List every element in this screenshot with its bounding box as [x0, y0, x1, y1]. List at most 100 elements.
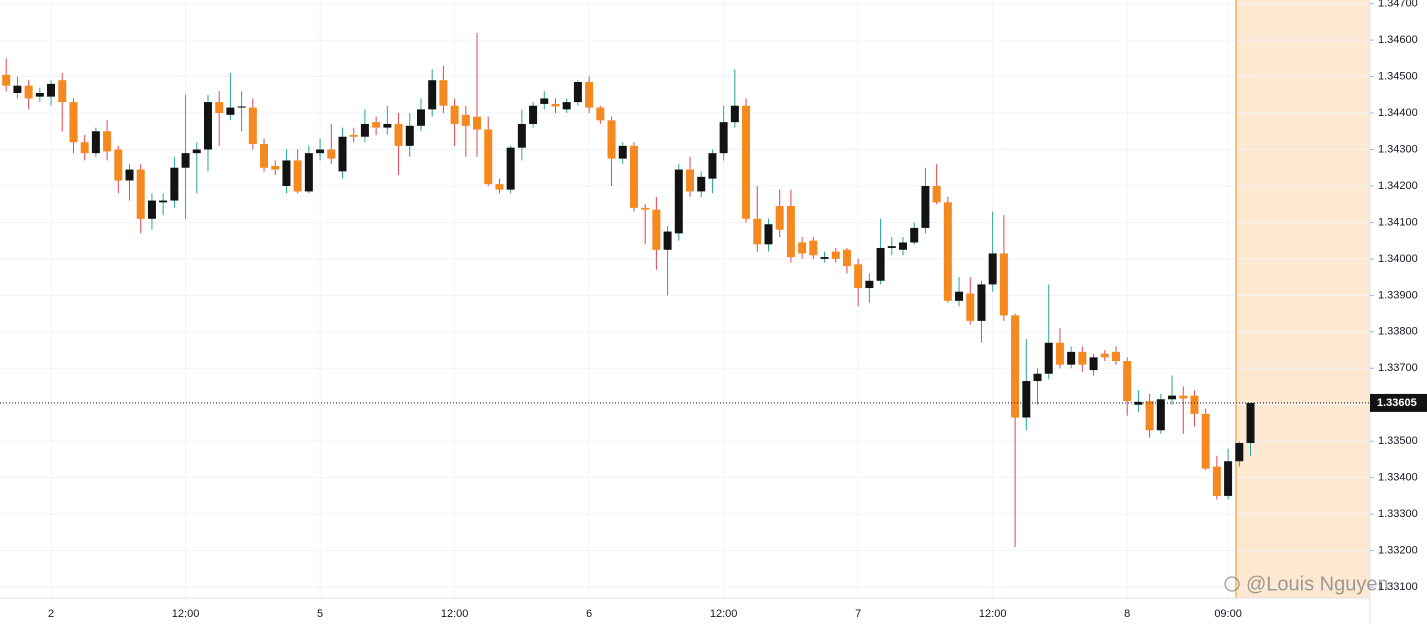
candle-body: [1190, 395, 1199, 414]
candle-body: [753, 218, 762, 245]
candle-body: [517, 123, 526, 148]
candle-body: [170, 167, 179, 201]
candle-body: [13, 85, 22, 93]
x-tick-label: 09:00: [1214, 608, 1242, 620]
y-tick-label: 1.34600: [1378, 34, 1418, 46]
y-tick-label: 1.34500: [1378, 70, 1418, 82]
candle-body: [428, 80, 437, 110]
x-tick-label: 8: [1124, 608, 1130, 620]
candle-body: [708, 153, 717, 179]
candle-body: [674, 169, 683, 234]
candle-body: [686, 169, 695, 192]
candle-body: [596, 107, 605, 121]
candle-body: [1201, 413, 1210, 469]
candle-body: [1134, 401, 1143, 405]
grid: [0, 0, 1370, 598]
candle-body: [1212, 466, 1221, 496]
candle-body: [629, 145, 638, 208]
candle-body: [327, 149, 336, 159]
x-tick-label: 12:00: [172, 608, 200, 620]
candle-body: [1011, 315, 1020, 418]
watermark: @Louis Nguyen: [1246, 573, 1389, 595]
candle-body: [798, 242, 807, 254]
candle-body: [652, 209, 661, 250]
candle-body: [405, 125, 414, 146]
candle-body: [809, 240, 818, 256]
candle-body: [562, 102, 571, 110]
candle-body: [136, 169, 145, 219]
candle-body: [349, 134, 358, 137]
candle-body: [551, 103, 560, 107]
candle-body: [316, 149, 325, 154]
candle-body: [988, 253, 997, 285]
candle-body: [1111, 351, 1120, 361]
last-price-box: [1370, 393, 1427, 412]
y-tick-label: 1.33900: [1378, 289, 1418, 301]
candle-body: [865, 280, 874, 289]
candle-body: [966, 293, 975, 321]
y-tick-label: 1.34100: [1378, 216, 1418, 228]
candle-body: [618, 145, 627, 159]
candle-body: [1224, 461, 1233, 496]
session-highlight: [1236, 0, 1370, 598]
candle-body: [282, 160, 291, 186]
candle-body: [697, 176, 706, 192]
x-tick-label: 12:00: [710, 608, 738, 620]
candle-body: [876, 247, 885, 281]
candle-body: [159, 200, 168, 203]
last-price-label: 1.33605: [1377, 397, 1417, 409]
y-tick-label: 1.33100: [1378, 581, 1418, 593]
x-tick-label: 12:00: [441, 608, 469, 620]
candle-body: [58, 80, 67, 103]
candle-body: [921, 185, 930, 228]
y-tick-label: 1.33800: [1378, 326, 1418, 338]
candle-body: [1033, 373, 1042, 382]
candle-body: [820, 257, 829, 259]
candle-body: [742, 105, 751, 219]
candle-body: [2, 74, 11, 86]
candle-body: [663, 231, 672, 250]
candle-body: [114, 149, 123, 181]
candle-body: [372, 122, 381, 128]
x-tick-label: 7: [855, 608, 861, 620]
candle-body: [910, 227, 919, 243]
candle-body: [416, 109, 425, 126]
candle-body: [573, 82, 582, 103]
candle-body: [529, 105, 538, 124]
candle-body: [304, 153, 313, 192]
candle-body: [1246, 402, 1255, 444]
candle-body: [1078, 351, 1087, 365]
y-tick-label: 1.33400: [1378, 472, 1418, 484]
candle-body: [1168, 395, 1177, 400]
candle-body: [506, 147, 515, 190]
candle-body: [831, 251, 840, 259]
y-tick-label: 1.33700: [1378, 362, 1418, 374]
candle-body: [1022, 381, 1031, 418]
candle-body: [237, 106, 246, 108]
candle-body: [775, 206, 784, 230]
candle-body: [383, 123, 392, 128]
y-tick-label: 1.33200: [1378, 545, 1418, 557]
candle-body: [887, 246, 896, 248]
candle-body: [943, 202, 952, 301]
candle-body: [730, 105, 739, 123]
y-tick-label: 1.34200: [1378, 180, 1418, 192]
candle-body: [955, 291, 964, 301]
candle-body: [607, 120, 616, 159]
candle-body: [80, 142, 89, 154]
candle-body: [394, 123, 403, 146]
candle-body: [999, 253, 1008, 316]
candle-body: [899, 242, 907, 250]
candle-body: [203, 102, 212, 150]
candle-body: [1089, 357, 1098, 371]
candle-body: [719, 122, 728, 154]
candle-body: [1145, 401, 1154, 431]
y-tick-label: 1.34700: [1378, 0, 1418, 10]
candle-body: [338, 136, 347, 172]
watermark-icon: [1224, 576, 1240, 592]
candle-body: [585, 82, 594, 108]
y-tick-label: 1.34000: [1378, 253, 1418, 265]
candle-body: [248, 107, 257, 145]
candle-body: [215, 102, 224, 114]
candle-body: [473, 116, 482, 130]
